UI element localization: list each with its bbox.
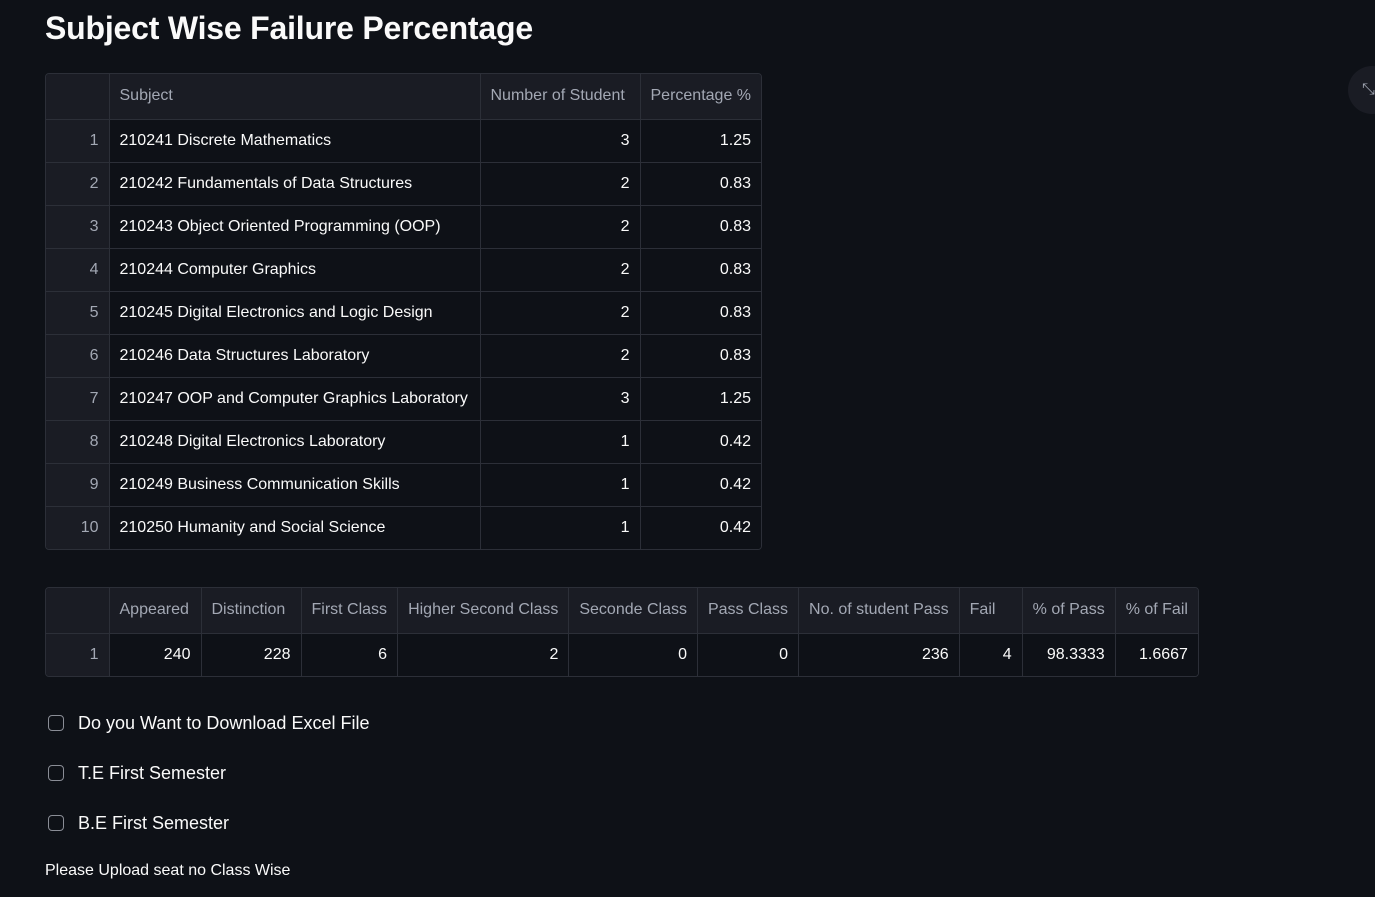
student-count-cell[interactable]: 3 <box>480 377 641 421</box>
column-header[interactable]: Fail <box>959 588 1023 634</box>
checkbox-icon[interactable] <box>48 815 64 831</box>
table-row[interactable]: 8 210248 Digital Electronics Laboratory 1 0… <box>46 420 762 464</box>
table-row[interactable]: 2 210242 Fundamentals of Data Structures 2… <box>46 162 762 206</box>
be-first-semester-checkbox[interactable]: B.E First Semester <box>48 810 369 836</box>
summary-cell[interactable]: 240 <box>109 633 202 676</box>
percentage-cell[interactable]: 1.25 <box>640 377 762 421</box>
column-header[interactable]: % of Pass <box>1022 588 1116 634</box>
column-header[interactable]: Appeared <box>109 588 202 634</box>
student-count-cell[interactable]: 2 <box>480 162 641 206</box>
percentage-cell[interactable]: 0.83 <box>640 334 762 378</box>
subject-cell[interactable]: 210241 Discrete Mathematics <box>109 119 481 163</box>
te-first-semester-checkbox[interactable]: T.E First Semester <box>48 760 369 786</box>
column-header[interactable]: Pass Class <box>697 588 800 634</box>
summary-cell[interactable]: 2 <box>397 633 570 676</box>
student-count-cell[interactable]: 1 <box>480 463 641 507</box>
row-index-cell[interactable]: 2 <box>46 162 110 206</box>
subject-failure-table[interactable]: Subject Number of Student Percentage % 1… <box>45 73 763 550</box>
table-row[interactable]: 1 240 228 6 2 0 0 236 4 98.3333 1.6667 <box>46 633 1198 676</box>
percentage-cell[interactable]: 0.42 <box>640 506 762 549</box>
subject-cell[interactable]: 210245 Digital Electronics and Logic Des… <box>109 291 481 335</box>
summary-cell[interactable]: 228 <box>201 633 302 676</box>
index-column-header[interactable] <box>46 74 110 120</box>
percentage-cell[interactable]: 0.83 <box>640 162 762 206</box>
summary-cell[interactable]: 1.6667 <box>1115 633 1198 676</box>
summary-cell[interactable]: 4 <box>959 633 1023 676</box>
row-index-cell[interactable]: 10 <box>46 506 110 549</box>
column-header[interactable]: % of Fail <box>1115 588 1198 634</box>
table-row[interactable]: 7 210247 OOP and Computer Graphics Labora… <box>46 377 762 421</box>
index-column-header[interactable] <box>46 588 110 634</box>
row-index-cell[interactable]: 3 <box>46 205 110 249</box>
summary-cell[interactable]: 98.3333 <box>1022 633 1116 676</box>
row-index-cell[interactable]: 1 <box>46 119 110 163</box>
summary-cell[interactable]: 6 <box>301 633 399 676</box>
table-row[interactable]: 1 210241 Discrete Mathematics 3 1.25 <box>46 119 762 163</box>
summary-cell[interactable]: 236 <box>798 633 960 676</box>
row-index-cell[interactable]: 8 <box>46 420 110 464</box>
summary-cell[interactable]: 0 <box>568 633 698 676</box>
table-row[interactable]: 10 210250 Humanity and Social Science 1 0.4… <box>46 506 762 549</box>
percentage-cell[interactable]: 0.83 <box>640 205 762 249</box>
subject-cell[interactable]: 210247 OOP and Computer Graphics Laborat… <box>109 377 481 421</box>
column-header[interactable]: First Class <box>301 588 399 634</box>
percentage-cell[interactable]: 0.42 <box>640 420 762 464</box>
table-row[interactable]: 3 210243 Object Oriented Programming (OOP… <box>46 205 762 249</box>
subject-cell[interactable]: 210250 Humanity and Social Science <box>109 506 481 549</box>
upload-label: Please Upload seat no Class Wise <box>45 862 291 879</box>
checkbox-icon[interactable] <box>48 715 64 731</box>
subject-cell[interactable]: 210244 Computer Graphics <box>109 248 481 292</box>
column-header[interactable]: Higher Second Class <box>397 588 570 634</box>
checkbox-icon[interactable] <box>48 765 64 781</box>
result-summary-table[interactable]: Appeared Distinction First Class Higher Sec… <box>45 587 1199 677</box>
student-count-cell[interactable]: 1 <box>480 506 641 549</box>
row-index-cell[interactable]: 7 <box>46 377 110 421</box>
options-checkbox-group: Do you Want to Download Excel File T.E F… <box>48 710 369 860</box>
student-count-cell[interactable]: 2 <box>480 291 641 335</box>
page-title: Subject Wise Failure Percentage <box>45 10 533 46</box>
column-header-percentage[interactable]: Percentage % <box>640 74 762 120</box>
subject-cell[interactable]: 210248 Digital Electronics Laboratory <box>109 420 481 464</box>
column-header[interactable]: No. of student Pass <box>798 588 960 634</box>
table-header-row: Appeared Distinction First Class Higher Sec… <box>46 588 1198 634</box>
row-index-cell[interactable]: 9 <box>46 463 110 507</box>
student-count-cell[interactable]: 1 <box>480 420 641 464</box>
row-index-cell[interactable]: 1 <box>46 633 110 676</box>
table-header-row: Subject Number of Student Percentage % <box>46 74 762 120</box>
percentage-cell[interactable]: 0.42 <box>640 463 762 507</box>
checkbox-label: T.E First Semester <box>78 762 227 783</box>
checkbox-label: B.E First Semester <box>78 812 230 833</box>
percentage-cell[interactable]: 0.83 <box>640 291 762 335</box>
expand-icon[interactable]: ⤡ <box>1348 66 1375 114</box>
row-index-cell[interactable]: 5 <box>46 291 110 335</box>
subject-cell[interactable]: 210242 Fundamentals of Data Structures <box>109 162 481 206</box>
subject-cell[interactable]: 210246 Data Structures Laboratory <box>109 334 481 378</box>
subject-cell[interactable]: 210243 Object Oriented Programming (OOP) <box>109 205 481 249</box>
column-header[interactable]: Seconde Class <box>568 588 698 634</box>
download-excel-checkbox[interactable]: Do you Want to Download Excel File <box>48 710 369 736</box>
column-header-subject[interactable]: Subject <box>109 74 481 120</box>
table-row[interactable]: 4 210244 Computer Graphics 2 0.83 <box>46 248 762 292</box>
student-count-cell[interactable]: 2 <box>480 205 641 249</box>
student-count-cell[interactable]: 2 <box>480 248 641 292</box>
summary-cell[interactable]: 0 <box>697 633 800 676</box>
percentage-cell[interactable]: 0.83 <box>640 248 762 292</box>
student-count-cell[interactable]: 2 <box>480 334 641 378</box>
row-index-cell[interactable]: 6 <box>46 334 110 378</box>
student-count-cell[interactable]: 3 <box>480 119 641 163</box>
column-header[interactable]: Distinction <box>201 588 302 634</box>
table-row[interactable]: 5 210245 Digital Electronics and Logic De… <box>46 291 762 335</box>
subject-cell[interactable]: 210249 Business Communication Skills <box>109 463 481 507</box>
row-index-cell[interactable]: 4 <box>46 248 110 292</box>
column-header-number-of-student[interactable]: Number of Student <box>480 74 641 120</box>
percentage-cell[interactable]: 1.25 <box>640 119 762 163</box>
checkbox-label: Do you Want to Download Excel File <box>78 712 370 733</box>
table-row[interactable]: 9 210249 Business Communication Skills 1 0.… <box>46 463 762 507</box>
table-row[interactable]: 6 210246 Data Structures Laboratory 2 0.83 <box>46 334 762 378</box>
